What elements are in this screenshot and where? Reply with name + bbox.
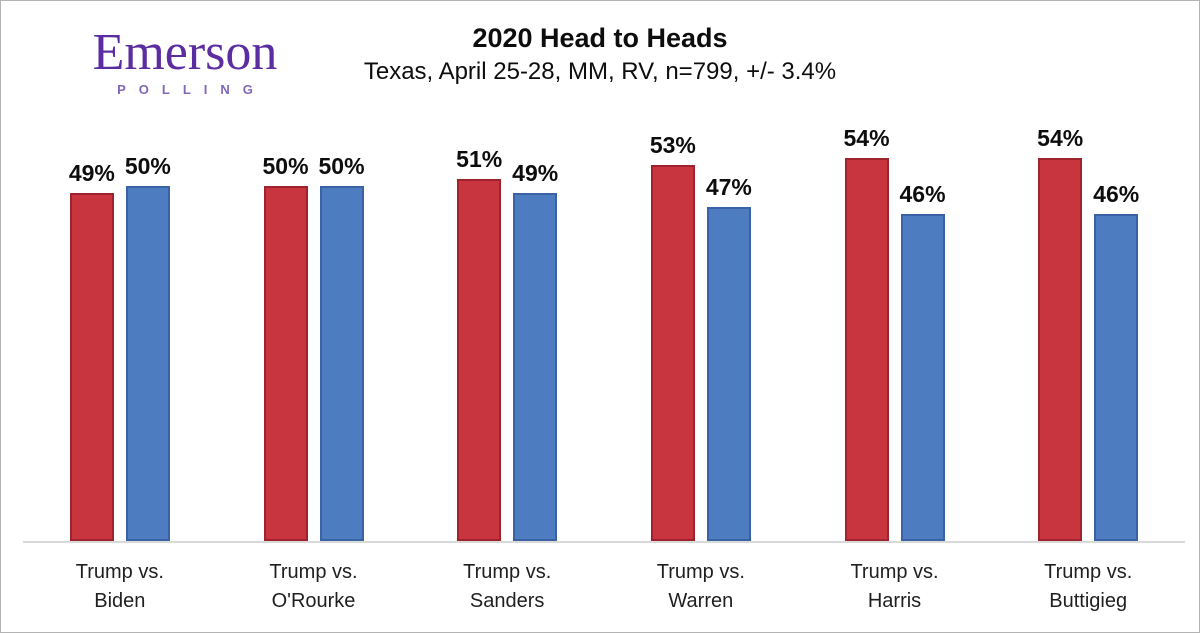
- category-label: Trump vs. Sanders: [463, 558, 551, 616]
- category-label-line: Trump vs.: [656, 561, 745, 583]
- value-label: 50%: [262, 153, 309, 179]
- trump-bar-column: 50%: [262, 153, 309, 541]
- category-label-line: Trump vs.: [75, 561, 164, 583]
- value-label: 47%: [705, 174, 752, 200]
- category-label: Trump vs. O'Rourke: [269, 558, 357, 616]
- chart-group: 50% 50% Trump vs. O'Rourke: [217, 121, 411, 621]
- value-label: 46%: [1093, 181, 1140, 207]
- category-label: Trump vs. Warren: [657, 558, 745, 616]
- category-label-line: Harris: [867, 590, 922, 612]
- trump-bar-column: 51%: [456, 146, 503, 541]
- category-label-line: Biden: [94, 590, 146, 612]
- bar-pair: 50% 50%: [262, 121, 365, 541]
- bar-pair: 54% 46%: [1037, 121, 1140, 541]
- category-label-line: Trump vs.: [1044, 561, 1133, 583]
- emerson-logo-wordmark: Emerson: [92, 24, 278, 81]
- category-label: Trump vs. Harris: [850, 558, 938, 616]
- bar-pair: 51% 49%: [456, 121, 559, 541]
- value-label: 54%: [843, 125, 890, 151]
- trump-bar: [1038, 158, 1083, 541]
- trump-bar-column: 53%: [649, 132, 696, 541]
- trump-bar: [844, 158, 889, 541]
- category-label-line: Trump vs.: [463, 561, 552, 583]
- value-label: 50%: [124, 153, 171, 179]
- category-label-line: Trump vs.: [850, 561, 939, 583]
- bar-pair: 54% 46%: [843, 121, 946, 541]
- chart-group: 53% 47% Trump vs. Warren: [604, 121, 798, 621]
- chart-title: 2020 Head to Heads: [472, 23, 728, 53]
- value-label: 46%: [899, 181, 946, 207]
- value-label: 54%: [1037, 125, 1084, 151]
- bar-chart: 49% 50% Trump vs. Biden 50% 50% Trump vs. O'Rou…: [23, 121, 1185, 621]
- category-label: Trump vs. Biden: [76, 558, 164, 616]
- value-label: 49%: [512, 160, 559, 186]
- trump-bar: [263, 186, 308, 541]
- value-label: 51%: [456, 146, 503, 172]
- opponent-bar: [513, 193, 558, 541]
- bar-groups: 49% 50% Trump vs. Biden 50% 50% Trump vs. O'Rou…: [23, 121, 1185, 621]
- opponent-bar-column: 47%: [705, 174, 752, 541]
- chart-group: 54% 46% Trump vs. Buttigieg: [991, 121, 1185, 621]
- opponent-bar: [319, 186, 364, 541]
- category-label-line: Sanders: [469, 590, 545, 612]
- opponent-bar-column: 46%: [1093, 181, 1140, 541]
- chart-group: 51% 49% Trump vs. Sanders: [410, 121, 604, 621]
- category-label-line: Warren: [668, 590, 734, 612]
- chart-group: 49% 50% Trump vs. Biden: [23, 121, 217, 621]
- category-label-line: Buttigieg: [1049, 590, 1128, 612]
- opponent-bar: [1094, 214, 1139, 541]
- emerson-logo-polling-text: POLLING: [117, 82, 266, 97]
- trump-bar: [457, 179, 502, 541]
- category-label-line: O'Rourke: [271, 590, 356, 612]
- trump-bar: [650, 165, 695, 541]
- value-label: 49%: [68, 160, 115, 186]
- bar-pair: 49% 50%: [68, 121, 171, 541]
- opponent-bar: [900, 214, 945, 541]
- opponent-bar: [706, 207, 751, 541]
- trump-bar-column: 54%: [843, 125, 890, 541]
- category-label-line: Trump vs.: [269, 561, 358, 583]
- opponent-bar-column: 46%: [899, 181, 946, 541]
- bar-pair: 53% 47%: [649, 121, 752, 541]
- opponent-bar-column: 50%: [318, 153, 365, 541]
- trump-bar-column: 49%: [68, 160, 115, 541]
- opponent-bar-column: 49%: [512, 160, 559, 541]
- emerson-logo: Emerson POLLING: [73, 24, 297, 98]
- category-label: Trump vs. Buttigieg: [1044, 558, 1132, 616]
- chart-subtitle: Texas, April 25-28, MM, RV, n=799, +/- 3…: [363, 58, 837, 85]
- opponent-bar-column: 50%: [124, 153, 171, 541]
- value-label: 53%: [649, 132, 696, 158]
- value-label: 50%: [318, 153, 365, 179]
- x-axis-line: [23, 541, 1185, 543]
- chart-header: 2020 Head to Heads Texas, April 25-28, M…: [1, 23, 1199, 86]
- trump-bar-column: 54%: [1037, 125, 1084, 541]
- trump-bar: [69, 193, 114, 541]
- opponent-bar: [125, 186, 170, 541]
- chart-group: 54% 46% Trump vs. Harris: [798, 121, 992, 621]
